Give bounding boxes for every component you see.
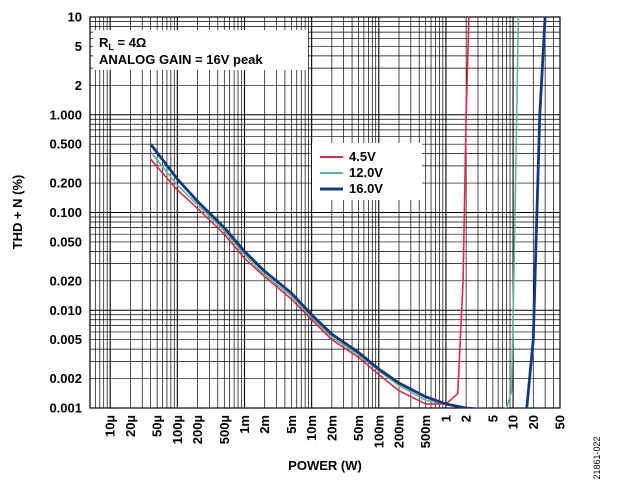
y-axis-title: THD + N (%) xyxy=(10,175,25,250)
y-tick-label: 5 xyxy=(75,39,82,54)
x-tick-label: 100m xyxy=(371,415,386,448)
x-tick-label: 10µ xyxy=(103,415,118,437)
x-tick-label: 5 xyxy=(485,415,500,422)
y-tick-label: 0.500 xyxy=(49,137,82,152)
x-tick-label: 2 xyxy=(459,415,474,422)
annotation-load-sub: L xyxy=(108,42,114,52)
x-tick-label: 1m xyxy=(237,415,252,434)
x-tick-label: 50 xyxy=(553,415,568,429)
annotation-load-rest: = 4Ω xyxy=(114,35,146,50)
x-axis-title: POWER (W) xyxy=(288,458,362,473)
series-layer xyxy=(149,17,547,408)
y-tick-label: 0.020 xyxy=(49,273,82,288)
y-tick-label: 0.200 xyxy=(49,176,82,191)
x-tick-label: 500m xyxy=(418,415,433,448)
x-tick-label: 1 xyxy=(438,415,453,422)
x-tick-label: 5m xyxy=(284,415,299,434)
x-tick-label: 20µ xyxy=(123,415,138,437)
x-tick-label: 10m xyxy=(304,415,319,441)
annotation-load-r: R xyxy=(99,35,109,50)
annotation-gain: ANALOG GAIN = 16V peak xyxy=(99,52,263,67)
series-line-16-0V xyxy=(149,17,547,408)
x-tick-label: 100µ xyxy=(170,415,185,444)
y-tick-label: 0.100 xyxy=(49,205,82,220)
legend: 4.5V 12.0V 16.0V xyxy=(312,143,422,200)
x-tick-label: 50m xyxy=(351,415,366,441)
legend-label-12v0: 12.0V xyxy=(349,165,383,180)
x-tick-label: 20 xyxy=(526,415,541,429)
annotation-box: RL = 4Ω ANALOG GAIN = 16V peak xyxy=(93,30,308,70)
x-tick-label: 200m xyxy=(392,415,407,448)
x-tick-label: 2m xyxy=(257,415,272,434)
figure-id: 21861-022 xyxy=(592,436,602,479)
y-tick-label: 10 xyxy=(68,10,82,25)
x-tick-label: 200µ xyxy=(190,415,205,444)
y-tick-label: 0.001 xyxy=(49,401,82,416)
y-tick-label: 0.005 xyxy=(49,332,82,347)
x-tick-label: 20m xyxy=(324,415,339,441)
annotation-load: RL = 4Ω xyxy=(99,35,146,52)
y-tick-label: 0.010 xyxy=(49,303,82,318)
x-tick-labels: 10µ 20µ 50µ 100µ 200µ 500µ 1m 2m 5m 10m 20m 50m 100m… xyxy=(103,415,568,448)
y-tick-label: 1.000 xyxy=(49,107,82,122)
legend-label-4v5: 4.5V xyxy=(349,149,376,164)
y-tick-labels: 10 5 2 1.000 0.500 0.200 0.100 0.050 0.020 0.010 0… xyxy=(49,10,82,416)
x-tick-label: 500µ xyxy=(217,415,232,444)
annotation-background xyxy=(93,30,308,70)
plot-frame xyxy=(89,16,561,409)
y-tick-label: 0.050 xyxy=(49,234,82,249)
x-tick-label: 50µ xyxy=(150,415,165,437)
legend-label-16v0: 16.0V xyxy=(349,181,383,196)
y-tick-label: 0.002 xyxy=(49,371,82,386)
y-tick-label: 2 xyxy=(75,78,82,93)
x-tick-label: 10 xyxy=(506,415,521,429)
series-line-12-0V xyxy=(150,17,520,408)
series-line-4-5V xyxy=(150,17,470,405)
